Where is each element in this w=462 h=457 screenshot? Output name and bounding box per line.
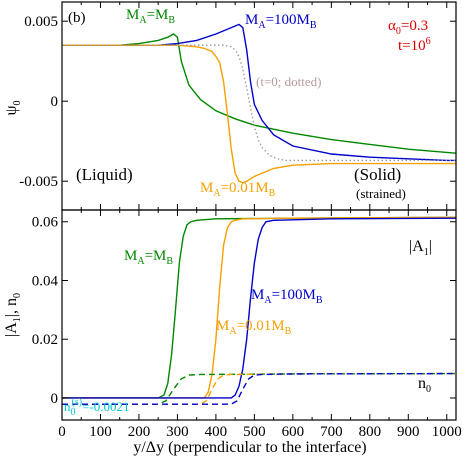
bottom-y-tick-label-2: 0.04: [32, 273, 59, 289]
time-annotation: t=106: [398, 36, 431, 54]
top-series-line-2: [62, 44, 456, 184]
bottom-panel-amplitude: 0 100 200 300 400 500 600 700 800 900 1000 0 0.02 0.0…: [3, 209, 462, 456]
liquid-label: (Liquid): [76, 165, 133, 184]
bottom-x-tick-label-8: 800: [359, 424, 382, 440]
bottom-x-tick-label-0: 0: [58, 424, 66, 440]
n0-value-label: n0(s)=-0.0021: [64, 397, 129, 418]
bottom-x-tick-label-5: 500: [243, 424, 266, 440]
bottom-plot-frame: [61, 209, 457, 421]
bottom-y-tick-label-1: 0.02: [32, 332, 58, 348]
top-ticks: 0.005 0 -0.005: [19, 2, 456, 210]
bottom-series-line-1: [62, 216, 457, 399]
solid-label: (Solid): [354, 165, 401, 184]
bottom-y-tick-label-3: 0.06: [32, 215, 59, 231]
bottom-x-tick-label-4: 400: [205, 424, 228, 440]
bottom-y-tick-label-0: 0: [51, 391, 59, 407]
n0-label: n0: [418, 375, 431, 395]
bottom-label-001: MA=0.01MB: [216, 318, 292, 337]
bottom-x-tick-label-6: 600: [282, 424, 305, 440]
top-series-line-0: [62, 33, 457, 154]
bottom-series-line-2: [62, 217, 457, 399]
bottom-series-line-5: [62, 372, 457, 405]
top-y-tick-label-2: -0.005: [19, 174, 58, 190]
top-series-group: [62, 23, 457, 184]
dotted-note: (t=0; dotted): [256, 74, 321, 89]
top-label-equal: MA=MB: [126, 7, 175, 26]
top-label-001: MA=0.01MB: [200, 180, 276, 199]
bottom-y-axis-label: |A1|, n0: [3, 293, 23, 337]
x-axis-label: y/Δy (perpendicular to the interface): [133, 439, 366, 456]
top-y-axis-label: ψ0: [3, 100, 23, 115]
alpha-annotation: α0=0.3: [388, 18, 428, 37]
bottom-series-line-0: [62, 216, 457, 399]
top-series-line-1: [62, 23, 456, 162]
top-panel-psi: 0.005 0 -0.005 (b) α0=0.3 t=106 MA=MB MA=1…: [3, 1, 457, 211]
bottom-series-group: [62, 216, 457, 405]
top-y-tick-label-1: 0: [51, 94, 59, 110]
bottom-x-tick-label-2: 200: [128, 424, 151, 440]
top-y-tick-label-0: 0.005: [24, 14, 58, 30]
bottom-label-100: MA=100MB: [251, 287, 323, 306]
bottom-x-tick-label-7: 700: [320, 424, 343, 440]
strained-label: (strained): [356, 186, 406, 201]
bottom-ticks: 0 100 200 300 400 500 600 700 800 900 1000 0 0.02 0.0…: [32, 210, 462, 440]
bottom-x-tick-label-3: 300: [166, 424, 189, 440]
panel-label: (b): [68, 10, 86, 26]
amplitude-label: |A1|: [409, 238, 432, 258]
bottom-x-tick-label-10: 1000: [432, 424, 462, 440]
bottom-x-tick-label-1: 100: [89, 424, 112, 440]
bottom-x-tick-label-9: 900: [397, 424, 420, 440]
top-series-line-3: [62, 44, 456, 162]
top-label-100: MA=100MB: [245, 12, 317, 31]
bottom-label-equal: MA=MB: [124, 248, 173, 267]
